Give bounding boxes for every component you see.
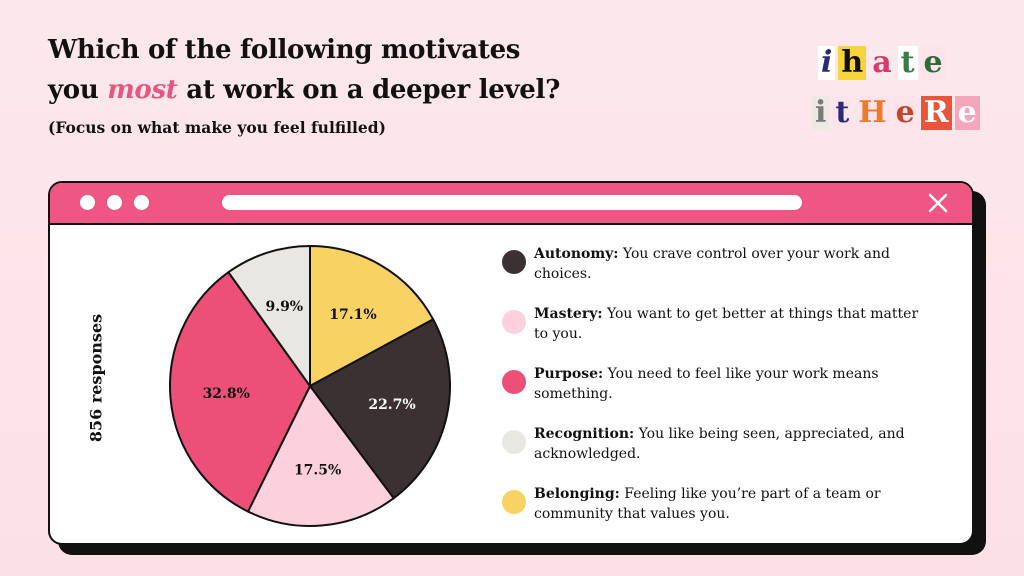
legend-desc: You like being seen, appreciated, and ac…: [534, 426, 905, 462]
legend-desc: You want to get better at things that ma…: [534, 306, 919, 342]
title-line-2-prefix: you: [48, 75, 99, 105]
pie-label-purpose: 32.8%: [203, 386, 250, 402]
logo-letter: e: [892, 96, 918, 130]
logo-letter: t: [832, 96, 853, 130]
legend-swatch: [502, 430, 526, 454]
legend-name: Purpose:: [534, 366, 604, 382]
address-bar[interactable]: [222, 195, 802, 210]
legend-swatch: [502, 310, 526, 334]
pie-slice-recognition: [227, 244, 311, 390]
pie-label-belonging: 17.1%: [329, 307, 376, 323]
close-icon: [928, 193, 948, 213]
pie-label-recognition: 9.9%: [265, 299, 303, 315]
pie-slice-autonomy: [308, 317, 451, 500]
logo-letter: h: [838, 46, 867, 80]
logo-letter: a: [869, 46, 895, 80]
legend-swatch: [502, 250, 526, 274]
response-count: 856 responses: [86, 313, 106, 443]
window-titlebar: [50, 183, 972, 225]
legend-name: Recognition:: [534, 426, 635, 442]
legend-text: Purpose: You need to feel like your work…: [534, 364, 934, 404]
window-dot-1: [80, 195, 95, 210]
logo-row-2: i t H e R e: [812, 96, 980, 130]
close-button[interactable]: [926, 191, 950, 215]
legend-text: Recognition: You like being seen, apprec…: [534, 424, 934, 464]
legend-desc: Feeling like you’re part of a team or co…: [534, 486, 881, 522]
pie-slice-purpose: [169, 270, 312, 513]
logo-row-1: i h a t e: [818, 46, 946, 80]
legend-name: Belonging:: [534, 486, 620, 502]
logo-letter: i: [812, 96, 830, 130]
title-emphasis: most: [107, 75, 178, 105]
legend-swatch: [502, 490, 526, 514]
logo-letter: t: [897, 46, 918, 80]
page-subtitle: (Focus on what make you feel fulfilled): [48, 118, 386, 137]
legend-text: Autonomy: You crave control over your wo…: [534, 244, 934, 284]
window-dot-3: [134, 195, 149, 210]
page-title: Which of the following motivates you mos…: [48, 30, 560, 110]
logo-letter: e: [954, 96, 980, 130]
title-line-1: Which of the following motivates: [48, 35, 521, 65]
pie-label-autonomy: 22.7%: [368, 397, 415, 413]
title-line-2-suffix: at work on a deeper level?: [186, 75, 561, 105]
legend-text: Mastery: You want to get better at thing…: [534, 304, 934, 344]
legend-desc: You need to feel like your work means so…: [534, 366, 879, 402]
legend-name: Mastery:: [534, 306, 603, 322]
logo-letter: R: [920, 96, 952, 130]
legend-text: Belonging: Feeling like you’re part of a…: [534, 484, 934, 524]
legend-name: Autonomy:: [534, 246, 619, 262]
logo-letter: e: [920, 46, 946, 80]
logo-letter: H: [855, 96, 890, 130]
pie-slice-belonging: [309, 244, 435, 388]
logo-letter: i: [818, 46, 836, 80]
pie-slice-mastery: [246, 384, 396, 527]
brand-logo: i h a t e i t H e R e: [812, 44, 982, 139]
legend-swatch: [502, 370, 526, 394]
legend-desc: You crave control over your work and cho…: [534, 246, 890, 282]
window-dot-2: [107, 195, 122, 210]
pie-label-mastery: 17.5%: [294, 463, 341, 479]
pie-chart: 17.1% 22.7% 17.5% 32.8% 9.9%: [169, 244, 451, 527]
